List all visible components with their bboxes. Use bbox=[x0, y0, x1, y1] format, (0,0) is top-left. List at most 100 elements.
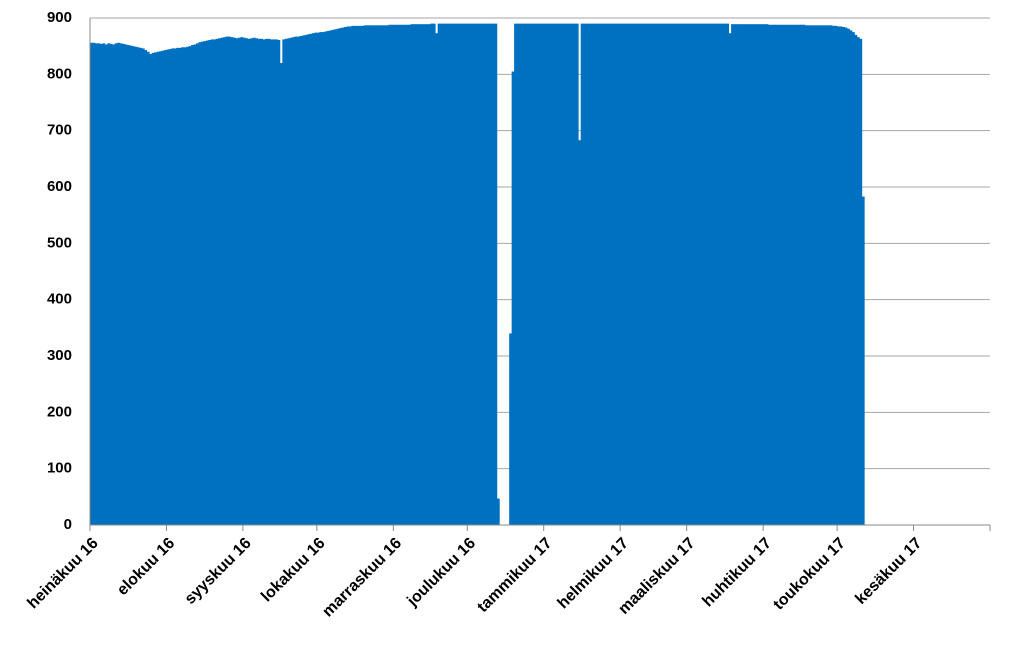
bar bbox=[442, 23, 446, 526]
bar bbox=[593, 23, 596, 526]
bar bbox=[144, 50, 148, 526]
bar bbox=[797, 24, 801, 525]
bar bbox=[358, 25, 362, 526]
bar bbox=[607, 23, 611, 526]
bar bbox=[565, 23, 569, 526]
bar bbox=[321, 32, 325, 525]
bar bbox=[588, 23, 591, 526]
bar bbox=[383, 25, 387, 525]
bar bbox=[817, 25, 821, 525]
bar bbox=[146, 51, 150, 526]
bar bbox=[523, 23, 527, 526]
bar bbox=[363, 25, 367, 525]
bar bbox=[773, 24, 776, 525]
bar bbox=[802, 24, 806, 525]
bar bbox=[403, 24, 407, 525]
bar bbox=[560, 23, 564, 526]
bar bbox=[233, 37, 236, 525]
bar bbox=[834, 25, 838, 526]
bar bbox=[787, 24, 791, 525]
bar bbox=[657, 23, 660, 526]
bar bbox=[339, 28, 342, 525]
bar bbox=[126, 45, 130, 525]
x-tick-label: huhtikuu 17 bbox=[699, 535, 775, 611]
bar bbox=[141, 48, 145, 526]
bar bbox=[676, 23, 680, 526]
bar bbox=[440, 23, 444, 526]
bar bbox=[716, 23, 720, 526]
bar bbox=[733, 24, 737, 526]
bar bbox=[553, 23, 557, 526]
bar bbox=[659, 23, 663, 526]
bar bbox=[136, 47, 140, 525]
bar bbox=[477, 23, 480, 526]
bar bbox=[294, 36, 298, 526]
bar bbox=[282, 39, 286, 525]
bar bbox=[247, 38, 251, 526]
bar bbox=[287, 38, 291, 525]
bar bbox=[585, 23, 589, 526]
bar bbox=[763, 24, 767, 526]
bar bbox=[356, 25, 360, 526]
bar bbox=[119, 43, 123, 525]
bar bbox=[284, 38, 288, 526]
bar bbox=[486, 23, 490, 526]
bar bbox=[536, 23, 540, 526]
bar bbox=[511, 71, 515, 526]
bar bbox=[701, 23, 705, 526]
bar bbox=[230, 37, 234, 526]
bar bbox=[740, 24, 744, 526]
bar bbox=[563, 23, 567, 526]
bar bbox=[634, 23, 638, 526]
bar bbox=[699, 23, 702, 526]
bar bbox=[131, 46, 135, 526]
bar bbox=[578, 140, 582, 525]
y-tick-label: 600 bbox=[47, 178, 72, 195]
bar bbox=[684, 23, 688, 526]
bar bbox=[708, 23, 712, 526]
bar bbox=[590, 23, 594, 526]
bar bbox=[691, 23, 695, 526]
bar bbox=[639, 23, 643, 526]
x-tick-label: elokuu 16 bbox=[114, 535, 178, 599]
bar bbox=[346, 26, 350, 525]
bar bbox=[849, 30, 853, 525]
bar bbox=[329, 30, 333, 525]
bar bbox=[188, 46, 192, 526]
bar bbox=[558, 23, 562, 526]
y-tick-label: 500 bbox=[47, 234, 72, 251]
bar bbox=[859, 38, 863, 526]
bar bbox=[270, 39, 273, 525]
bar bbox=[568, 23, 572, 526]
bar bbox=[546, 23, 550, 526]
bar bbox=[837, 26, 840, 525]
bar bbox=[371, 25, 374, 525]
bar bbox=[267, 38, 271, 526]
bar bbox=[807, 25, 811, 525]
bar bbox=[395, 24, 399, 525]
bar bbox=[112, 44, 116, 526]
bar bbox=[279, 63, 283, 526]
bar bbox=[792, 24, 796, 525]
bar bbox=[92, 42, 96, 525]
bar bbox=[671, 23, 675, 526]
bar bbox=[642, 23, 646, 526]
bar bbox=[679, 23, 683, 526]
bar bbox=[94, 43, 98, 525]
bar bbox=[617, 23, 621, 526]
bar bbox=[694, 23, 697, 526]
bar bbox=[718, 23, 722, 526]
bar bbox=[353, 25, 357, 526]
bar bbox=[822, 25, 826, 525]
bar bbox=[208, 39, 212, 525]
bar bbox=[832, 25, 836, 526]
bar bbox=[856, 37, 860, 526]
bar bbox=[215, 38, 219, 526]
bar bbox=[479, 23, 483, 526]
bar bbox=[380, 25, 384, 525]
bar bbox=[309, 33, 313, 525]
bar bbox=[252, 37, 256, 525]
bar bbox=[348, 26, 352, 525]
bar bbox=[163, 50, 167, 526]
